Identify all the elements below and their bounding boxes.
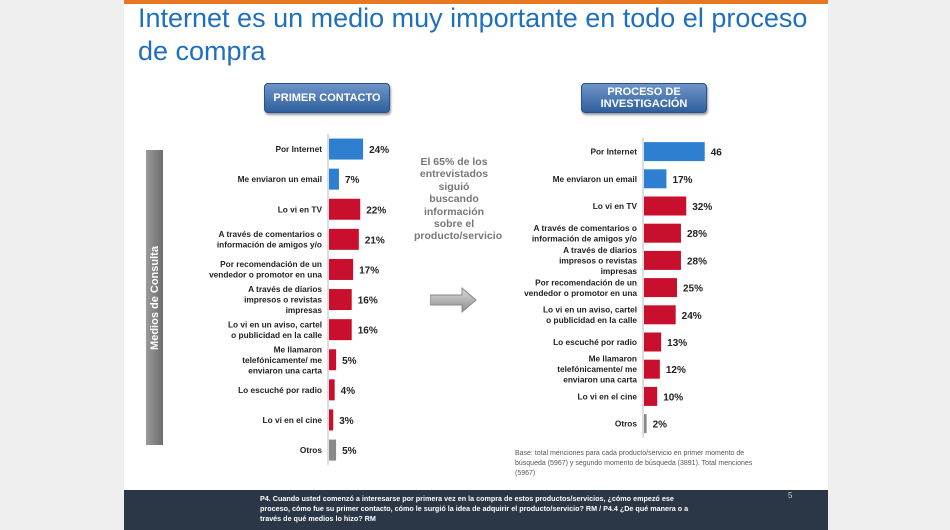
category-label: Me llamaron telefónicamente/ me enviaron u… — [242, 344, 322, 375]
bar — [644, 332, 662, 352]
category-label: A través de diarios impresos o revistas im… — [559, 245, 637, 276]
bar — [329, 258, 354, 280]
data-label: 24% — [369, 145, 389, 156]
arrow-right-icon — [430, 287, 477, 313]
category-label: Lo vi en un aviso, cartel o publicidad en… — [228, 319, 322, 340]
vertical-label-text: Medios de Consulta — [148, 245, 161, 350]
data-label: 22% — [366, 205, 386, 216]
data-label: 12% — [666, 365, 686, 376]
data-label: 3% — [339, 416, 354, 427]
page-title: Internet es un medio muy importante en t… — [138, 3, 808, 66]
bar — [644, 278, 677, 298]
data-label: 16% — [358, 296, 378, 307]
category-label: Lo vi en el cine — [578, 391, 638, 401]
bar — [644, 223, 681, 243]
category-label: A través de diarios impresos o revistas im… — [244, 284, 322, 315]
category-label: Me llamaron telefónicamente/ me enviaron u… — [557, 354, 637, 385]
category-label: Otros — [300, 445, 323, 455]
bar — [329, 439, 337, 461]
category-label: Por Internet — [590, 147, 637, 157]
bar — [644, 414, 647, 434]
chart-primer-contacto: Por Internet 24% Me enviaron un email 7% Lo … — [209, 134, 389, 466]
slide: Internet es un medio muy importante en t… — [124, 0, 828, 530]
bar — [329, 409, 334, 431]
category-label: Lo vi en un aviso, cartel o publicidad en… — [543, 305, 637, 326]
data-label: 13% — [667, 338, 687, 349]
accent-bar — [124, 0, 828, 4]
footer: P4. Cuando usted comenzó a interesarse p… — [124, 490, 828, 530]
data-label: 5% — [342, 446, 357, 457]
data-label: 7% — [345, 175, 360, 186]
data-label: 4% — [341, 386, 356, 397]
bar — [329, 349, 337, 371]
bar — [329, 319, 352, 341]
category-label: Me enviaron un email — [238, 174, 322, 184]
data-label: 32% — [692, 202, 712, 213]
data-label: 2% — [653, 420, 668, 431]
category-label: A través de comentarios o información de … — [532, 223, 637, 244]
bar — [644, 196, 687, 216]
category-label: Lo vi en TV — [593, 201, 638, 211]
bar — [644, 386, 658, 406]
data-label: 17% — [359, 265, 379, 276]
category-label: Otros — [615, 419, 638, 429]
bar — [329, 138, 364, 160]
data-label: 25% — [683, 284, 703, 295]
category-label: A través de comentarios o información de … — [217, 229, 322, 250]
data-label: 5% — [342, 356, 357, 367]
data-label: 16% — [358, 326, 378, 337]
vertical-axis-label: Medios de Consulta — [146, 150, 163, 445]
bar — [329, 198, 361, 220]
data-label: 28% — [687, 256, 707, 267]
footer-question: P4. Cuando usted comenzó a interesarse p… — [260, 494, 689, 523]
bar — [329, 168, 339, 190]
middle-note: El 65% de los entrevistados siguió busca… — [414, 156, 503, 243]
category-label: Lo vi en TV — [278, 204, 323, 214]
bar — [644, 305, 676, 325]
base-note: Base: total menciones para cada producto… — [515, 450, 753, 477]
chart-proceso-investigacion: Por Internet 46% Me enviaron un email 17% Lo… — [524, 138, 722, 438]
category-label: Lo escuché por radio — [553, 337, 637, 347]
bar — [329, 379, 335, 401]
chart-2-header: PROCESO DE INVESTIGACIÓN — [581, 83, 707, 113]
bar — [329, 289, 352, 311]
data-label: 28% — [687, 229, 707, 240]
category-label: Por Internet — [275, 144, 322, 154]
category-label: Por recomendación de un vendedor o promot… — [209, 259, 322, 280]
category-label: Lo escuché por radio — [238, 385, 322, 395]
category-label: Lo vi en el cine — [263, 415, 323, 425]
bar — [644, 142, 705, 162]
category-label: Por recomendación de un vendedor o promot… — [524, 277, 637, 298]
bar — [644, 169, 667, 189]
category-label: Me enviaron un email — [553, 174, 637, 184]
chart-1-header: PRIMER CONTACTO — [264, 83, 390, 113]
page-number: 5 — [788, 491, 793, 500]
data-label: 24% — [682, 311, 702, 322]
data-label: 17% — [672, 175, 692, 186]
data-label: 21% — [365, 235, 385, 246]
data-label: 46% — [711, 148, 722, 159]
bar — [644, 359, 660, 379]
bar — [644, 250, 681, 270]
data-label: 10% — [663, 392, 683, 403]
bar — [329, 228, 359, 250]
